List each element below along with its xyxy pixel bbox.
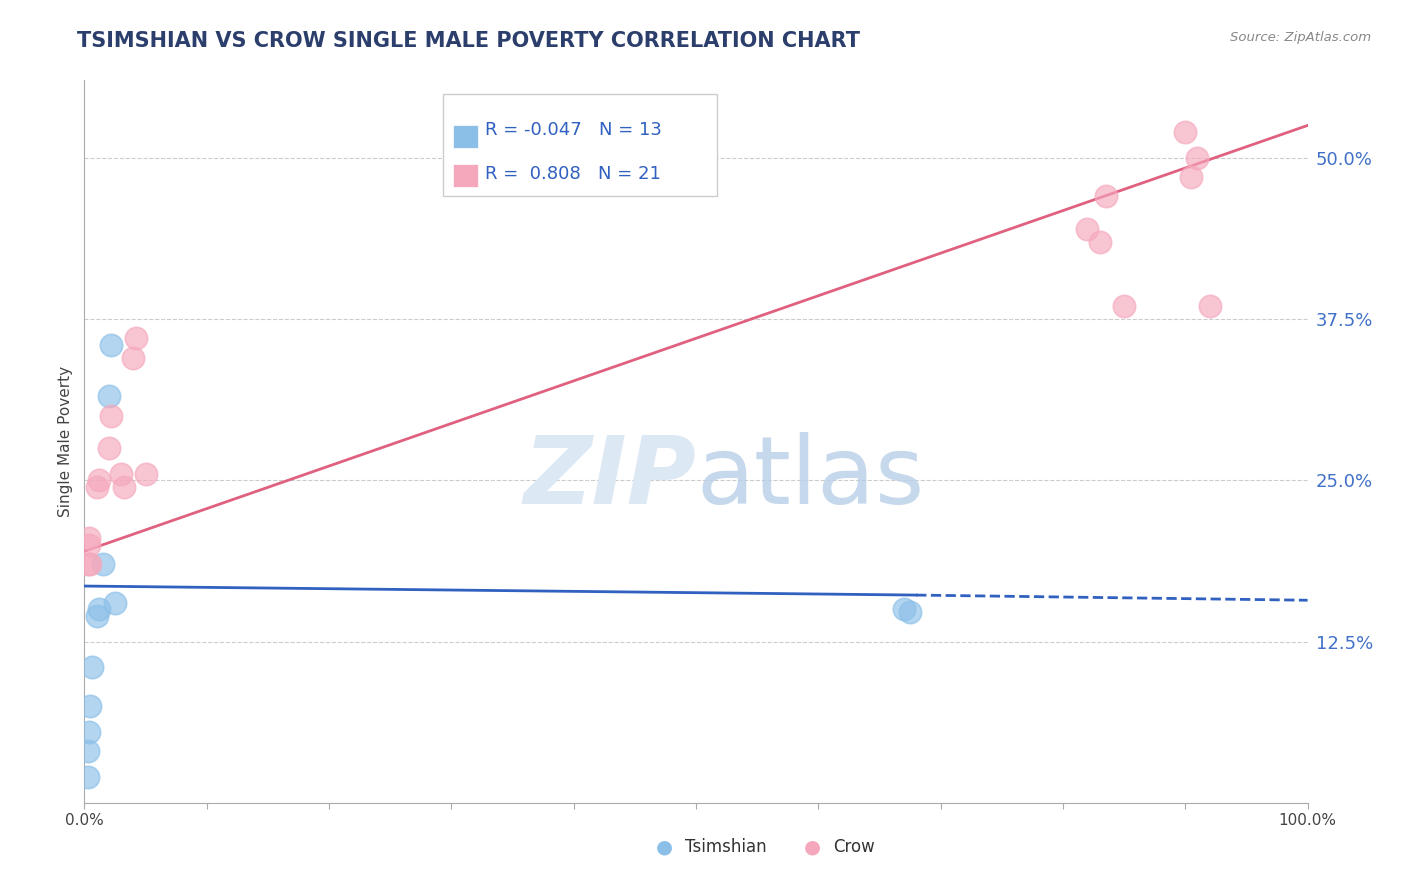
Point <box>86 480 108 494</box>
Point <box>87 602 110 616</box>
Point <box>79 557 101 571</box>
Text: ●: ● <box>803 838 821 857</box>
Point <box>1174 125 1197 139</box>
Text: R =  0.808   N = 21: R = 0.808 N = 21 <box>485 165 661 183</box>
Point <box>135 467 157 481</box>
Text: Tsimshian: Tsimshian <box>686 838 768 856</box>
Text: Source: ZipAtlas.com: Source: ZipAtlas.com <box>1230 31 1371 45</box>
Point <box>77 557 100 571</box>
Point <box>86 608 108 623</box>
Text: R = -0.047   N = 13: R = -0.047 N = 13 <box>485 120 662 138</box>
Point <box>100 338 122 352</box>
Text: ZIP: ZIP <box>523 432 696 524</box>
Point <box>112 480 135 494</box>
Point <box>122 351 145 365</box>
Y-axis label: Single Male Poverty: Single Male Poverty <box>58 366 73 517</box>
Text: ●: ● <box>655 838 673 857</box>
Point <box>1198 299 1220 313</box>
Point <box>87 473 110 487</box>
Point <box>1076 221 1098 235</box>
Point <box>77 724 100 739</box>
Point <box>97 389 120 403</box>
Point <box>893 602 915 616</box>
Point <box>80 660 103 674</box>
Point <box>1114 299 1136 313</box>
Point <box>110 467 132 481</box>
Point <box>91 557 114 571</box>
Point <box>77 538 100 552</box>
Point <box>1094 189 1116 203</box>
Point <box>104 596 127 610</box>
Point <box>125 331 148 345</box>
Point <box>79 699 101 714</box>
Point <box>1180 169 1202 184</box>
Text: TSIMSHIAN VS CROW SINGLE MALE POVERTY CORRELATION CHART: TSIMSHIAN VS CROW SINGLE MALE POVERTY CO… <box>77 31 860 51</box>
Text: Crow: Crow <box>832 838 875 856</box>
Point <box>77 744 100 758</box>
Point <box>77 770 100 784</box>
Point <box>1088 235 1111 249</box>
Text: atlas: atlas <box>696 432 924 524</box>
Point <box>97 441 120 455</box>
Point <box>898 605 921 619</box>
Point <box>1187 151 1209 165</box>
Point <box>77 531 100 545</box>
Point <box>100 409 122 423</box>
